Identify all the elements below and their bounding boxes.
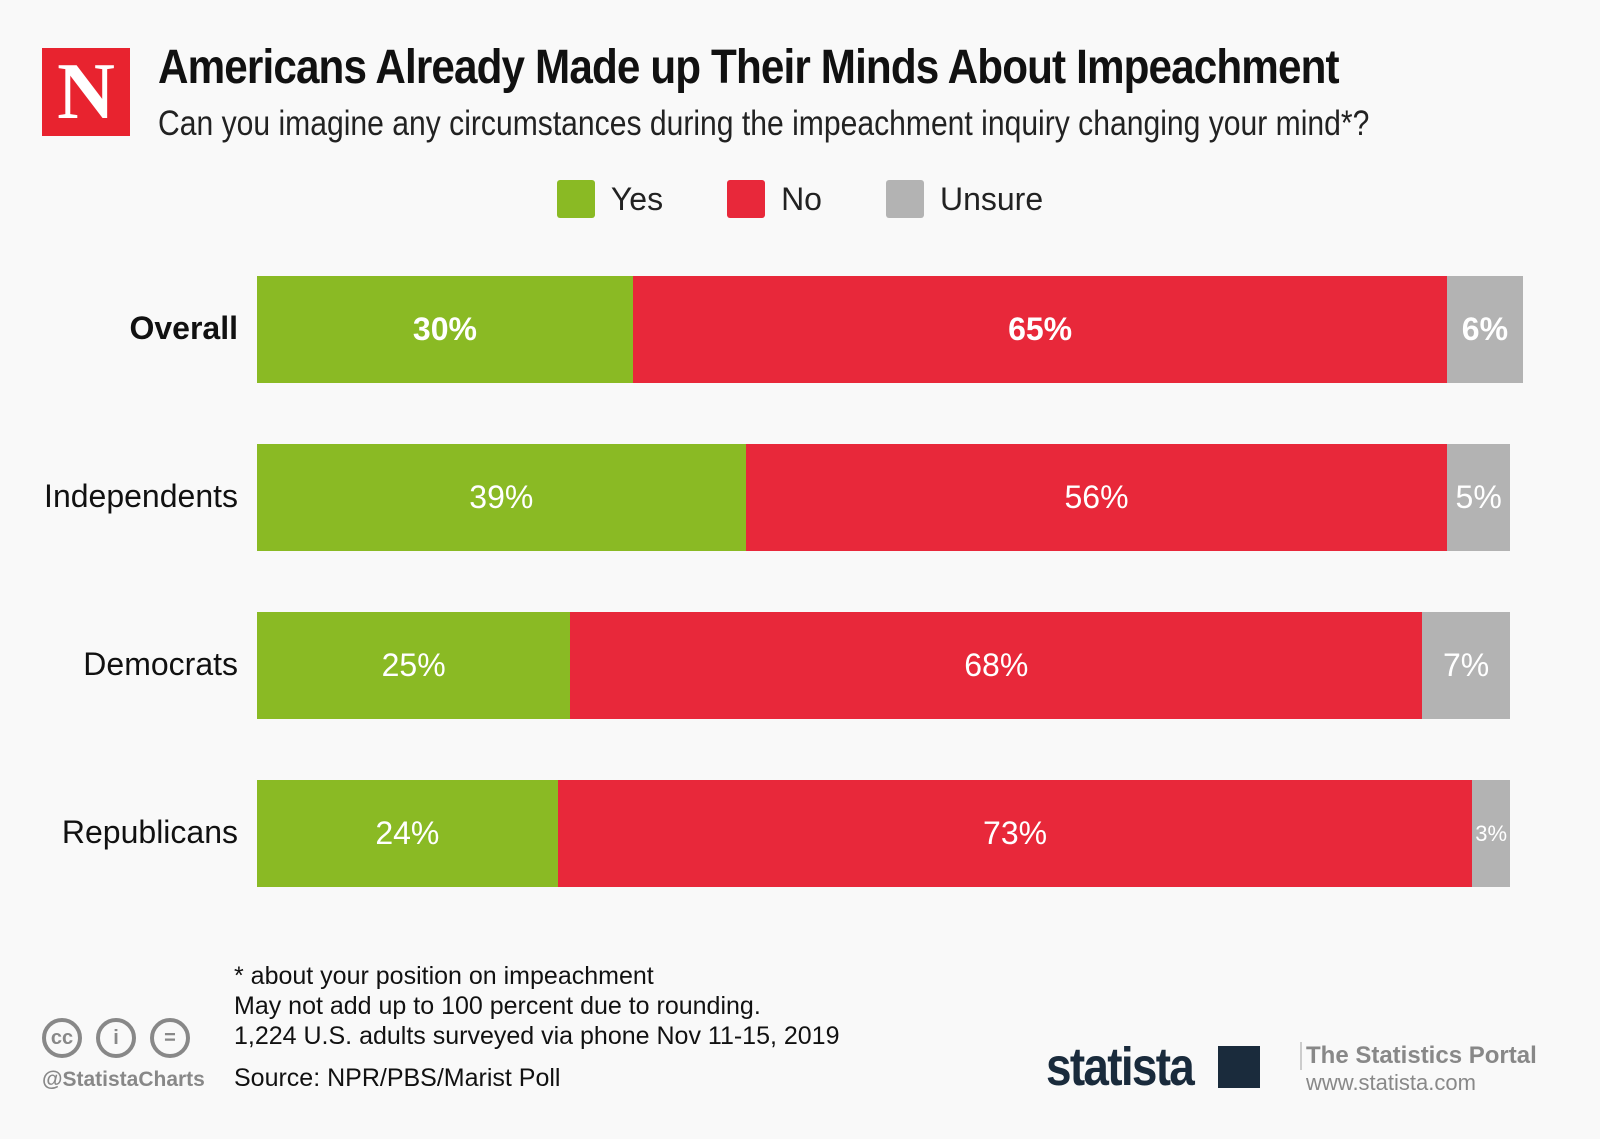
bar-unsure: 3% <box>1472 780 1510 887</box>
source-note: Source: NPR/PBS/Marist Poll <box>234 1064 561 1092</box>
data-label: 24% <box>375 815 440 851</box>
data-label: 68% <box>964 647 1029 683</box>
data-label: 56% <box>1064 479 1129 515</box>
data-label: 73% <box>983 815 1048 851</box>
cc-icon: cc <box>42 1018 82 1058</box>
legend-item-unsure: Unsure <box>885 180 1044 218</box>
attribution-icon: i <box>96 1018 136 1058</box>
legend-label: Yes <box>610 180 664 217</box>
category-label: Democrats <box>83 646 238 682</box>
data-label: 7% <box>1443 647 1490 683</box>
legend-item-no: No <box>727 180 822 218</box>
data-label: 39% <box>469 479 534 515</box>
bar-no: 56% <box>745 444 1448 551</box>
data-label: 65% <box>1008 311 1073 347</box>
legend-swatch <box>556 180 595 218</box>
bar-unsure: 7% <box>1422 612 1510 719</box>
legend-swatch <box>727 180 766 218</box>
footnote: * about your position on impeachment <box>234 962 654 990</box>
statista-handle: @StatistaCharts <box>42 1068 205 1091</box>
category-label: Overall <box>129 310 238 346</box>
data-label: 30% <box>412 311 477 347</box>
chart-title: Americans Already Made up Their Minds Ab… <box>158 41 1340 94</box>
newsweek-logo: N <box>42 48 130 136</box>
bar-unsure: 5% <box>1447 444 1510 551</box>
no-derivatives-icon: = <box>150 1018 190 1058</box>
bar-no: 68% <box>570 612 1423 719</box>
category-label: Independents <box>44 478 238 514</box>
legend-item-yes: Yes <box>556 180 664 218</box>
legend-label: Unsure <box>939 180 1044 217</box>
statista-logo: statista <box>1046 1037 1195 1097</box>
data-label: 25% <box>381 647 446 683</box>
data-label: 6% <box>1461 311 1509 347</box>
bar-unsure: 6% <box>1447 276 1523 383</box>
legend: Yes No Unsure <box>0 180 1600 218</box>
statista-url: www.statista.com <box>1306 1070 1476 1095</box>
bar-no: 73% <box>557 780 1473 887</box>
footnote: May not add up to 100 percent due to rou… <box>234 992 761 1020</box>
data-label: 3% <box>1475 820 1508 846</box>
logo-letter: N <box>57 48 115 136</box>
data-label: 5% <box>1455 479 1502 515</box>
statista-portal: The Statistics Portal <box>1300 1042 1537 1070</box>
legend-label: No <box>781 180 822 217</box>
bar-yes: 25% <box>257 612 571 719</box>
statista-logo-icon <box>1218 1046 1260 1088</box>
bar-yes: 30% <box>257 276 633 383</box>
bar-no: 65% <box>632 276 1448 383</box>
bar-yes: 39% <box>257 444 746 551</box>
legend-swatch <box>885 180 924 218</box>
footnote: 1,224 U.S. adults surveyed via phone Nov… <box>234 1022 840 1050</box>
chart-subtitle: Can you imagine any circumstances during… <box>158 104 1370 143</box>
category-label: Republicans <box>61 814 238 850</box>
bar-yes: 24% <box>257 780 558 887</box>
